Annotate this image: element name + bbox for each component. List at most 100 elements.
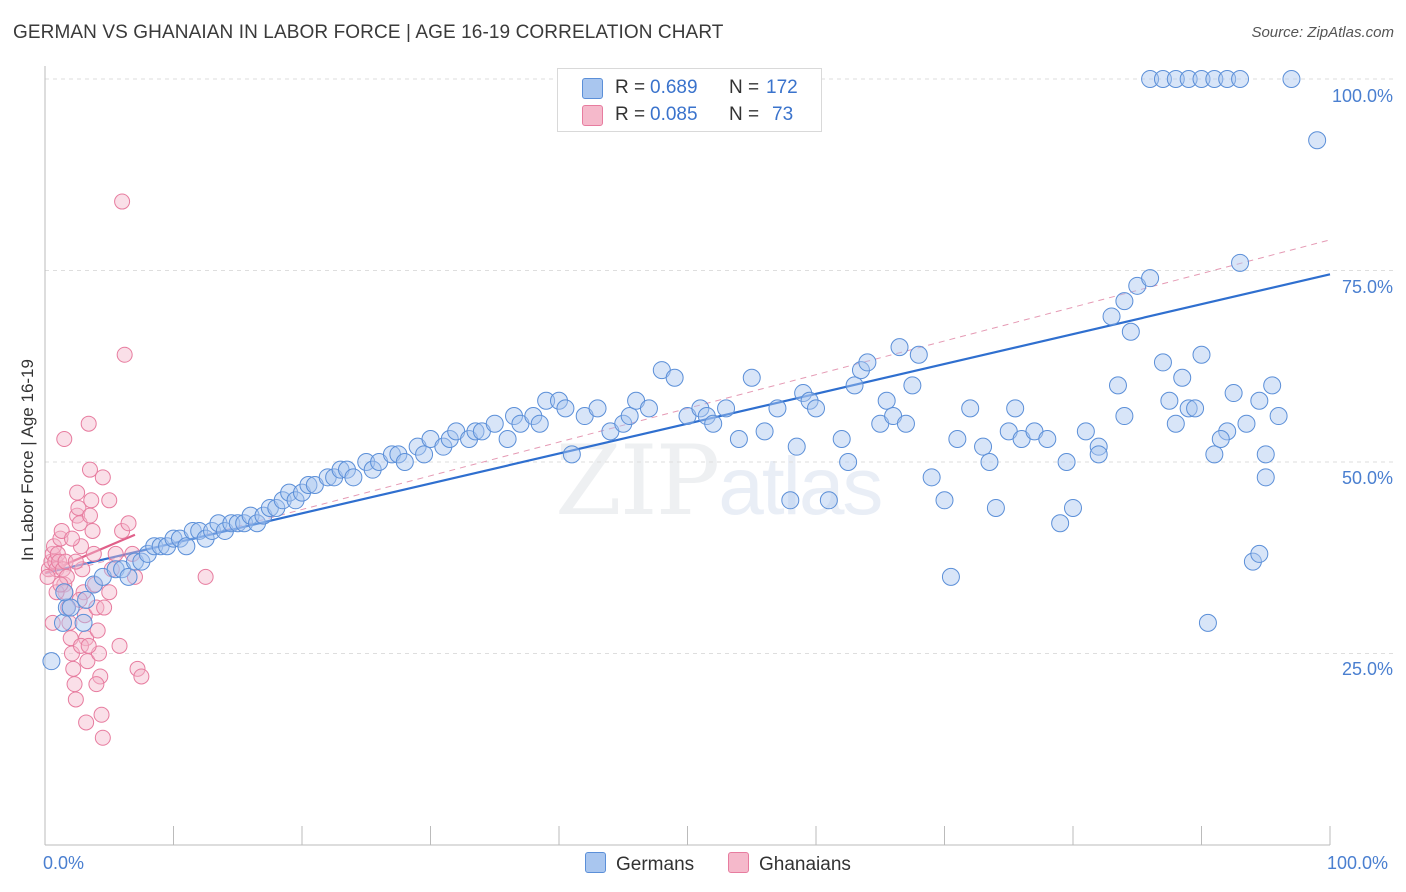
ghanaians-point bbox=[44, 614, 61, 631]
germans-point bbox=[119, 567, 138, 586]
germans-point bbox=[389, 445, 408, 464]
germans-point bbox=[337, 460, 356, 479]
germans-trend-dashed bbox=[44, 239, 1331, 578]
germans-point bbox=[1115, 292, 1134, 311]
germans-point bbox=[1224, 384, 1243, 403]
germans-point bbox=[61, 598, 80, 617]
ghanaians-point bbox=[65, 660, 82, 677]
germans-point bbox=[530, 414, 549, 433]
germans-point bbox=[704, 414, 723, 433]
germans-point bbox=[1250, 544, 1269, 563]
germans-point bbox=[177, 537, 196, 556]
germans-point bbox=[1205, 445, 1224, 464]
germans-point bbox=[768, 399, 787, 418]
legend-n-label: N = bbox=[729, 104, 760, 125]
germans-point bbox=[909, 345, 928, 364]
germans-point bbox=[299, 475, 318, 494]
germans-point bbox=[890, 338, 909, 357]
ghanaians-point bbox=[126, 568, 143, 585]
ghanaians-point bbox=[48, 584, 65, 601]
grid-lines bbox=[45, 78, 1395, 654]
germans-point bbox=[77, 590, 96, 609]
germans-point bbox=[729, 430, 748, 449]
germans-point bbox=[286, 491, 305, 510]
bottom-legend-ghanaians: Ghanaians bbox=[728, 852, 851, 876]
germans-point bbox=[980, 453, 999, 471]
germans-point bbox=[505, 407, 524, 426]
ghanaians-swatch bbox=[728, 852, 749, 873]
ghanaians-point bbox=[101, 584, 118, 601]
germans-point bbox=[1198, 613, 1217, 632]
ghanaians-point bbox=[111, 637, 128, 654]
germans-point bbox=[1141, 70, 1160, 88]
germans-point bbox=[588, 399, 607, 418]
germans-point bbox=[524, 407, 543, 426]
ghanaians-point bbox=[116, 346, 133, 363]
ghanaians-point bbox=[69, 484, 86, 501]
germans-point bbox=[1089, 445, 1108, 464]
germans-point bbox=[800, 391, 819, 410]
germans-point bbox=[974, 437, 993, 456]
germans-point bbox=[395, 453, 414, 471]
watermark-zip: ZIP bbox=[555, 425, 720, 537]
ghanaians-point bbox=[67, 553, 84, 570]
ghanaians-point bbox=[80, 415, 97, 432]
ghanaians-point bbox=[96, 599, 113, 616]
germans-point bbox=[665, 368, 684, 387]
germans-point bbox=[267, 498, 286, 517]
germans-point bbox=[935, 491, 954, 510]
germans-point bbox=[948, 430, 967, 449]
germans-point bbox=[1038, 430, 1057, 449]
germans-point bbox=[941, 567, 960, 586]
ghanaians-point bbox=[80, 637, 97, 654]
legend-label: Germans bbox=[616, 854, 695, 875]
germans-point bbox=[922, 468, 941, 487]
ghanaians-point bbox=[120, 515, 137, 532]
germans-point bbox=[1211, 430, 1230, 449]
ghanaians-point bbox=[133, 668, 150, 685]
ghanaians-point bbox=[76, 607, 93, 624]
germans-point bbox=[537, 391, 556, 410]
germans-point bbox=[434, 437, 453, 456]
legend-label: Ghanaians bbox=[759, 854, 851, 875]
germans-point bbox=[1205, 70, 1224, 88]
germans-point bbox=[1231, 70, 1250, 88]
ghanaians-point bbox=[63, 530, 80, 547]
legend-r-label: R = bbox=[615, 77, 646, 98]
germans-point bbox=[1141, 269, 1160, 288]
germans-point bbox=[614, 414, 633, 433]
germans-point bbox=[851, 361, 870, 380]
germans-point bbox=[1006, 399, 1025, 418]
ghanaians-point bbox=[56, 431, 73, 448]
germans-point bbox=[1173, 368, 1192, 387]
germans-point bbox=[190, 521, 209, 540]
germans-swatch bbox=[582, 78, 603, 99]
y-tick-label: 50.0% bbox=[1341, 468, 1393, 488]
germans-point bbox=[1250, 391, 1269, 410]
germans-point bbox=[1166, 414, 1185, 433]
germans-point bbox=[556, 399, 575, 418]
germans-point bbox=[1192, 70, 1211, 88]
germans-point bbox=[1231, 253, 1250, 272]
germans-swatch bbox=[585, 852, 606, 873]
germans-point bbox=[819, 491, 838, 510]
ghanaians-point bbox=[89, 622, 106, 639]
germans-point bbox=[1089, 437, 1108, 456]
germans-point bbox=[1160, 391, 1179, 410]
germans-point bbox=[794, 384, 813, 403]
legend-n-value: 172 bbox=[766, 77, 798, 98]
germans-point bbox=[466, 422, 485, 441]
ghanaians-point bbox=[39, 568, 56, 585]
germans-point bbox=[781, 491, 800, 510]
germans-point bbox=[620, 407, 639, 426]
germans-point bbox=[1153, 353, 1172, 372]
legend-n-label: N = bbox=[729, 77, 760, 98]
ghanaians-point bbox=[85, 545, 102, 562]
germans-point bbox=[1064, 498, 1082, 517]
germans-point bbox=[858, 353, 877, 372]
germans-point bbox=[903, 376, 922, 395]
germans-point bbox=[57, 598, 76, 617]
ghanaians-points bbox=[39, 193, 214, 746]
y-tick-label: 25.0% bbox=[1341, 659, 1393, 679]
